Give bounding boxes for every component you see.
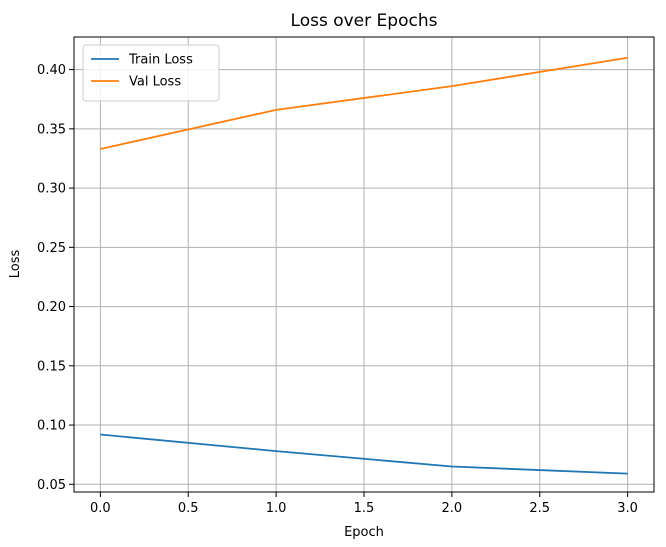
x-tick-label: 2.0 <box>442 501 463 516</box>
legend-label-train-loss: Train Loss <box>128 53 193 68</box>
y-axis-label: Loss <box>8 250 23 279</box>
val-loss-line <box>100 56 628 150</box>
y-tick-label: 0.20 <box>37 300 66 315</box>
x-tick-label: 2.5 <box>529 501 550 516</box>
train-loss-line <box>100 433 628 475</box>
y-tick-label: 0.40 <box>37 63 66 78</box>
x-tick-label: 1.0 <box>266 501 287 516</box>
x-axis-label: Epoch <box>344 525 384 540</box>
x-tick-label: 0.5 <box>178 501 199 516</box>
y-tick-label: 0.30 <box>37 182 66 197</box>
x-tick-label: 0.0 <box>90 501 111 516</box>
legend: Train Loss Val Loss <box>82 44 220 102</box>
x-tick-label: 1.5 <box>354 501 375 516</box>
y-tick-label: 0.35 <box>37 122 66 137</box>
y-tick-label: 0.25 <box>37 241 66 256</box>
legend-label-val-loss: Val Loss <box>129 75 181 90</box>
y-tick-label: 0.10 <box>37 419 66 434</box>
series-lines <box>100 56 628 475</box>
y-tick-label: 0.05 <box>37 478 66 493</box>
chart-title: Loss over Epochs <box>291 11 438 31</box>
grid <box>74 37 654 492</box>
x-tick-label: 3.0 <box>617 501 638 516</box>
y-tick-label: 0.15 <box>37 359 66 374</box>
axis-ticks: 0.0 0.5 1.0 1.5 2.0 2.5 3.0 0.05 0.10 0.15 0.20 0.2… <box>37 63 638 516</box>
